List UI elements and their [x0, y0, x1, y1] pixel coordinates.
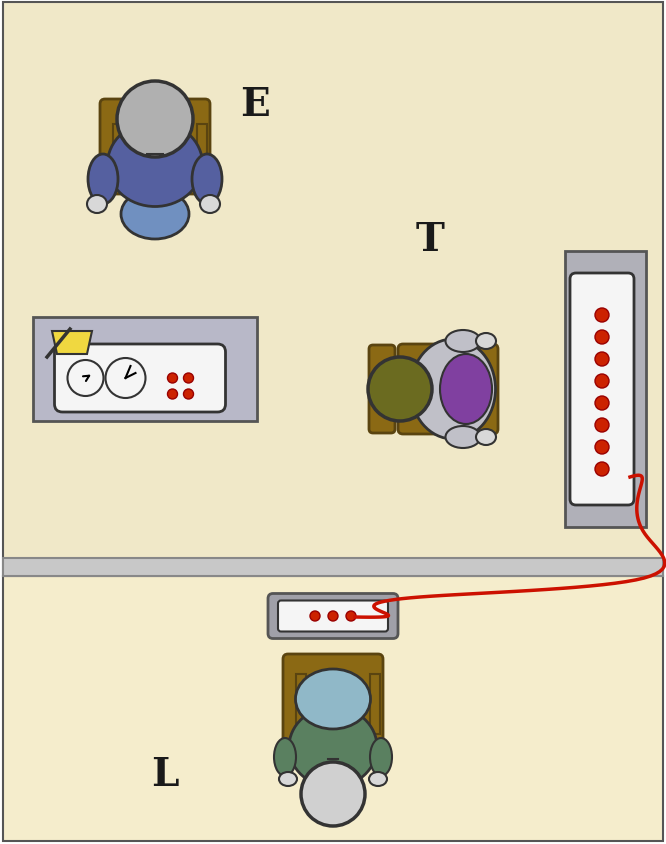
Circle shape [184, 390, 194, 399]
Circle shape [67, 360, 103, 397]
FancyBboxPatch shape [565, 252, 646, 528]
Polygon shape [52, 332, 92, 354]
Ellipse shape [296, 669, 370, 729]
Ellipse shape [279, 772, 297, 786]
Text: L: L [151, 755, 178, 793]
Circle shape [595, 375, 609, 388]
Circle shape [595, 419, 609, 432]
Text: T: T [416, 221, 444, 259]
Ellipse shape [289, 707, 377, 787]
Ellipse shape [121, 190, 189, 240]
Ellipse shape [476, 430, 496, 446]
FancyBboxPatch shape [283, 654, 383, 744]
FancyBboxPatch shape [33, 317, 257, 421]
Ellipse shape [476, 333, 496, 349]
Ellipse shape [410, 339, 496, 440]
Circle shape [595, 463, 609, 476]
Ellipse shape [446, 331, 480, 353]
Circle shape [168, 374, 178, 383]
FancyBboxPatch shape [278, 601, 388, 632]
Circle shape [105, 359, 145, 398]
Circle shape [117, 82, 193, 158]
Ellipse shape [369, 772, 387, 786]
FancyBboxPatch shape [100, 100, 210, 195]
Circle shape [184, 374, 194, 383]
Circle shape [595, 397, 609, 410]
Circle shape [168, 390, 178, 399]
Circle shape [368, 358, 432, 421]
Ellipse shape [370, 738, 392, 776]
FancyBboxPatch shape [268, 594, 398, 639]
Bar [296, 674, 306, 734]
Circle shape [595, 331, 609, 344]
FancyBboxPatch shape [398, 344, 498, 435]
Bar [113, 125, 123, 185]
FancyBboxPatch shape [55, 344, 226, 413]
Ellipse shape [200, 196, 220, 214]
Bar [197, 125, 207, 185]
Circle shape [328, 611, 338, 621]
Bar [3, 3, 663, 576]
Ellipse shape [440, 354, 492, 425]
Circle shape [301, 762, 365, 826]
Bar [3, 559, 663, 576]
Ellipse shape [274, 738, 296, 776]
Circle shape [310, 611, 320, 621]
Ellipse shape [87, 196, 107, 214]
Circle shape [595, 353, 609, 366]
Ellipse shape [192, 154, 222, 205]
FancyBboxPatch shape [369, 345, 395, 434]
Ellipse shape [446, 426, 480, 448]
Bar [3, 576, 663, 841]
Bar [370, 674, 380, 734]
Text: E: E [240, 86, 270, 124]
FancyBboxPatch shape [570, 273, 634, 506]
Circle shape [595, 309, 609, 322]
Ellipse shape [88, 154, 118, 205]
Circle shape [346, 611, 356, 621]
Circle shape [595, 441, 609, 454]
Ellipse shape [107, 122, 202, 208]
